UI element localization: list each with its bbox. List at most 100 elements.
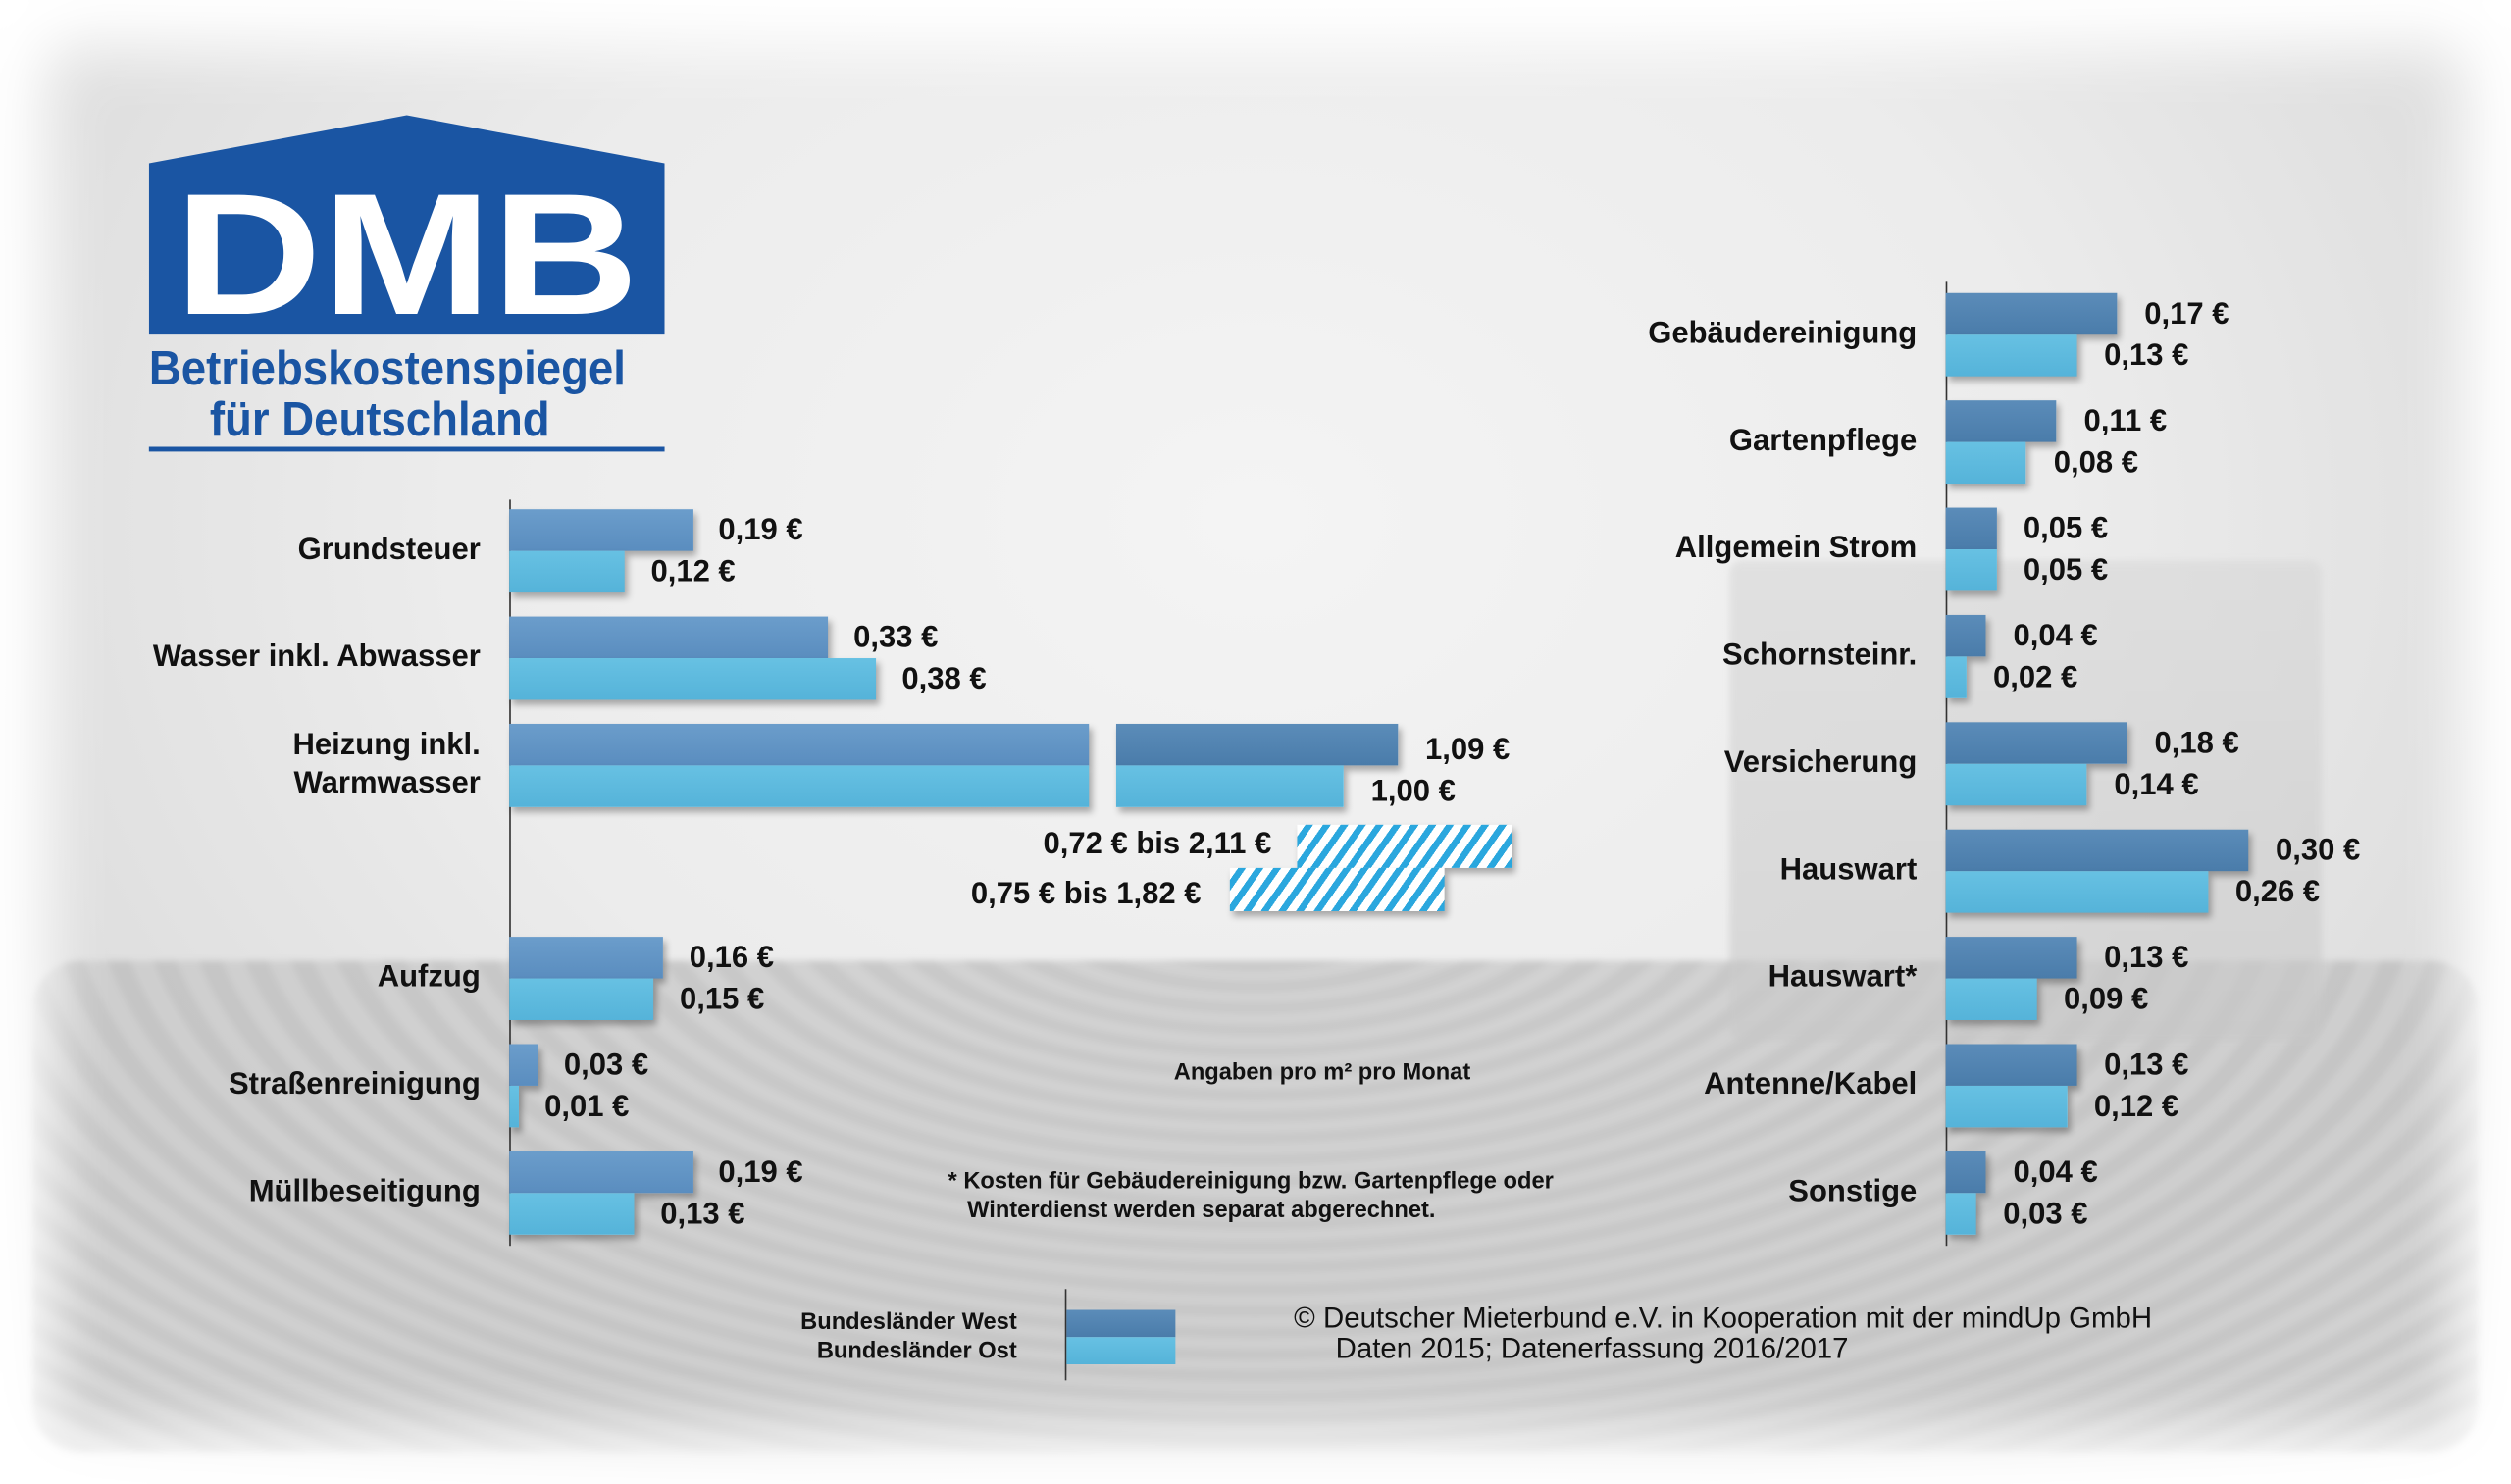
value-label-ost: 0,38 € [901,662,987,697]
category-label-line: Warmwasser [293,767,481,801]
category-label: Gebäudereinigung [1648,317,1918,351]
value-label-ost: 0,09 € [2063,983,2149,1017]
credits-line-2: Daten 2015; Datenerfassung 2016/2017 [1335,1332,1849,1365]
range-label-ost: 0,75 € bis 1,82 € [970,877,1202,911]
range-bar-west [1297,824,1512,868]
bar-west [1945,292,2118,335]
category-label: Gartenpflege [1728,424,1918,458]
category-label: Aufzug [377,960,481,995]
bar-ost [1945,978,2037,1020]
value-label-west: 0,13 € [2104,941,2189,976]
bar-west-continued [1115,723,1399,766]
value-label-west: 0,18 € [2154,727,2239,761]
category-label: Schornsteinr. [1722,639,1918,673]
range-bar-ost [1229,867,1445,911]
value-label-west: 1,09 € [1425,733,1511,768]
logo-underline [148,446,665,452]
value-label-ost: 0,01 € [544,1090,630,1125]
bar-ost [509,658,877,700]
value-label-west: 0,13 € [2104,1049,2189,1083]
legend-label-ost: Bundesländer Ost [816,1338,1017,1365]
category-label: Müllbeseitigung [248,1175,481,1209]
value-label-ost: 0,13 € [2104,339,2189,374]
bar-west [509,616,829,659]
category-label: Versicherung [1723,745,1918,781]
legend-divider [1064,1289,1067,1381]
value-label-ost: 0,26 € [2234,876,2321,910]
bar-ost [1945,763,2087,806]
bar-ost [1945,656,1967,698]
category-label: Heizung inkl. Warmwasser [292,727,480,803]
value-label-west: 0,33 € [853,621,939,655]
category-label: Hauswart* [1768,960,1918,995]
bar-west [1945,937,2077,979]
value-label-ost: 0,15 € [679,983,765,1017]
footnote-line-2: Winterdienst werden separat abgerechnet. [967,1198,1436,1224]
bar-ost [1945,548,1997,591]
bar-ost [509,765,1090,807]
footnote-line-1: * Kosten für Gebäudereinigung bzw. Garte… [948,1168,1554,1195]
bar-ost [1945,334,2077,377]
value-label-ost: 0,03 € [2003,1198,2088,1232]
bar-ost [509,550,626,593]
bar-west [509,723,1090,766]
category-label: Sonstige [1788,1175,1918,1209]
value-label-west: 0,19 € [718,514,803,548]
legend-swatch-west [1066,1309,1176,1338]
bar-ost [509,1085,520,1128]
bar-west [509,1151,693,1194]
bar-ost-continued [1115,765,1344,807]
value-label-west: 0,16 € [689,941,775,976]
value-label-west: 0,30 € [2275,834,2361,868]
left-axis [509,499,511,1247]
value-label-ost: 0,08 € [2053,446,2138,481]
legend-label-west: Bundesländer West [800,1309,1017,1336]
category-label: Grundsteuer [297,533,481,567]
bar-ost [1945,1193,1976,1235]
value-label-west: 0,17 € [2144,297,2229,332]
value-label-west: 0,04 € [2013,1155,2098,1191]
house-logo-icon: DMB [148,115,665,351]
unit-note: Angaben pro m² pro Monat [1173,1059,1471,1086]
category-label: Straßenreinigung [228,1067,481,1102]
bar-west [1945,400,2057,442]
bar-west [1945,507,1997,549]
roof-background [31,960,2480,1453]
range-label-west: 0,72 € bis 2,11 € [1043,828,1272,862]
bar-west [1945,614,1986,657]
bar-west [509,509,693,551]
legend-swatch-ost [1066,1337,1176,1365]
bar-ost [1945,441,2026,485]
value-label-ost: 0,02 € [1992,661,2078,695]
bar-west [1945,722,2127,764]
bar-west [509,937,664,979]
category-label: Wasser inkl. Abwasser [152,640,481,675]
bar-west [509,1044,538,1086]
bar-ost [1945,1085,2068,1128]
value-label-ost: 0,12 € [650,555,736,589]
value-label-west: 0,11 € [2083,405,2168,439]
value-label-west: 0,04 € [2013,619,2098,654]
category-label: Hauswart [1779,853,1918,888]
value-label-ost: 0,14 € [2114,768,2199,802]
bar-ost [509,1193,636,1235]
bar-ost [1945,871,2209,913]
value-label-west: 0,19 € [718,1155,803,1191]
value-label-ost: 1,00 € [1370,775,1456,809]
value-label-ost: 0,12 € [2093,1090,2179,1125]
value-label-west: 0,03 € [563,1049,649,1083]
svg-text:DMB: DMB [175,158,639,334]
value-label-ost: 0,13 € [660,1198,745,1232]
category-label: Allgemein Strom [1674,532,1918,566]
value-label-ost: 0,05 € [2023,553,2109,588]
value-label-west: 0,05 € [2023,512,2109,546]
bar-ost [509,978,654,1020]
dmb-logo: DMB Betriebskostenspiegel für Deutschlan… [148,115,665,455]
category-label-line: Heizung inkl. [292,728,481,763]
bar-west [1945,829,2249,872]
bar-west [1945,1044,2077,1086]
logo-subtitle-2: für Deutschland [209,393,550,447]
credits-line-1: © Deutscher Mieterbund e.V. in Kooperati… [1294,1302,2153,1334]
logo-subtitle-1: Betriebskostenspiegel [148,342,626,396]
